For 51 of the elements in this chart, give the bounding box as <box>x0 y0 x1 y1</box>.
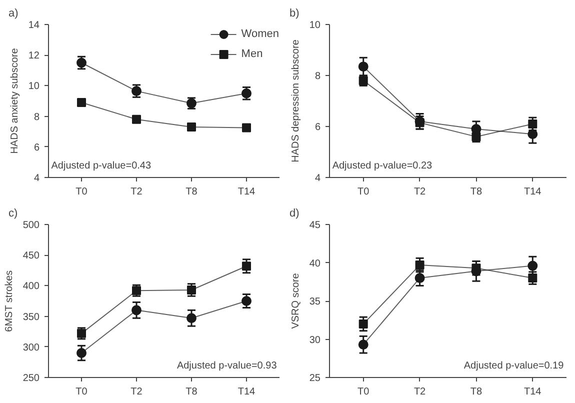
annotation: Adjusted p-value=0.93 <box>176 360 278 372</box>
y-tick-label: 8 <box>314 71 321 82</box>
y-tick-label: 6 <box>314 122 321 133</box>
y-tick-label: 250 <box>22 373 40 384</box>
y-tick-label: 45 <box>309 220 321 231</box>
x-tick-label: T14 <box>238 386 256 398</box>
y-tick-label: 4 <box>314 173 321 184</box>
x-tick-label: T2 <box>130 186 143 198</box>
y-tick-label: 14 <box>28 20 40 31</box>
x-tick-label: T8 <box>470 186 482 198</box>
y-tick-label: 450 <box>22 250 40 262</box>
x-tick-label: T0 <box>358 386 370 398</box>
y-axis-title: 6MST strokes <box>4 270 15 332</box>
y-tick-label: 6 <box>34 142 40 154</box>
legend-label: Men <box>241 47 263 61</box>
x-tick-label: T0 <box>358 186 370 198</box>
y-tick-label: 10 <box>28 81 40 92</box>
chart-title: c) <box>8 208 18 220</box>
x-tick-label: T14 <box>524 186 542 198</box>
y-tick-label: 12 <box>28 50 40 62</box>
y-tick-label: 40 <box>309 258 321 270</box>
y-tick-label: 35 <box>309 296 321 308</box>
chart-title: b) <box>290 8 300 20</box>
x-tick-label: T8 <box>186 186 198 198</box>
chart-title: d) <box>290 208 300 220</box>
y-tick-label: 10 <box>309 20 321 31</box>
x-tick-label: T14 <box>238 186 256 198</box>
y-tick-label: 400 <box>22 281 40 292</box>
y-tick-label: 300 <box>22 342 40 354</box>
x-tick-label: T2 <box>414 186 426 198</box>
x-tick-label: T8 <box>186 386 198 398</box>
y-axis-title: VSRQ score <box>290 272 302 329</box>
y-axis-title: HADS anxiety subscore <box>9 48 20 154</box>
legend-label: Women <box>241 27 279 41</box>
y-tick-label: 4 <box>34 173 40 184</box>
x-tick-label: T0 <box>76 186 88 198</box>
x-tick-label: T0 <box>76 386 88 398</box>
y-tick-label: 25 <box>309 373 321 384</box>
annotation: Adjusted p-value=0.43 <box>51 160 152 172</box>
y-tick-label: 30 <box>309 334 321 346</box>
x-tick-label: T8 <box>470 386 482 398</box>
annotation: Adjusted p-value=0.19 <box>464 360 564 372</box>
x-tick-label: T2 <box>130 386 143 398</box>
chart-title: a) <box>8 8 18 20</box>
x-tick-label: T14 <box>524 386 542 398</box>
y-tick-label: 8 <box>34 112 40 123</box>
annotation: Adjusted p-value=0.23 <box>332 160 433 172</box>
y-axis-title: HADS depression subscore <box>290 39 302 162</box>
x-tick-label: T2 <box>414 386 426 398</box>
y-tick-label: 500 <box>22 220 40 231</box>
y-tick-label: 350 <box>22 312 40 323</box>
